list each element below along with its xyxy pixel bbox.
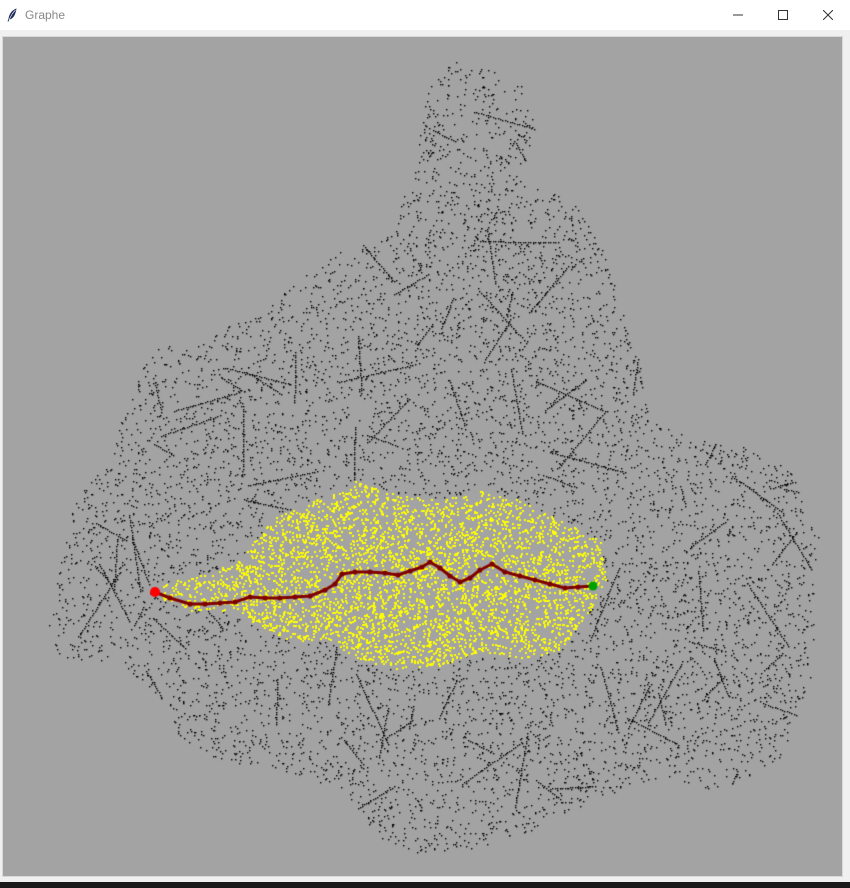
minimize-button[interactable] <box>715 0 760 30</box>
graph-canvas[interactable] <box>3 37 842 876</box>
maximize-button[interactable] <box>760 0 805 30</box>
close-button[interactable] <box>805 0 850 30</box>
window-controls <box>715 0 850 30</box>
graph-canvas-frame <box>2 36 843 877</box>
title-bar[interactable]: Graphe <box>0 0 850 30</box>
window-title: Graphe <box>25 8 66 22</box>
maximize-icon <box>777 10 788 20</box>
taskbar-edge <box>0 882 850 888</box>
feather-icon <box>5 8 19 22</box>
close-icon <box>822 10 833 20</box>
minimize-icon <box>732 14 743 16</box>
